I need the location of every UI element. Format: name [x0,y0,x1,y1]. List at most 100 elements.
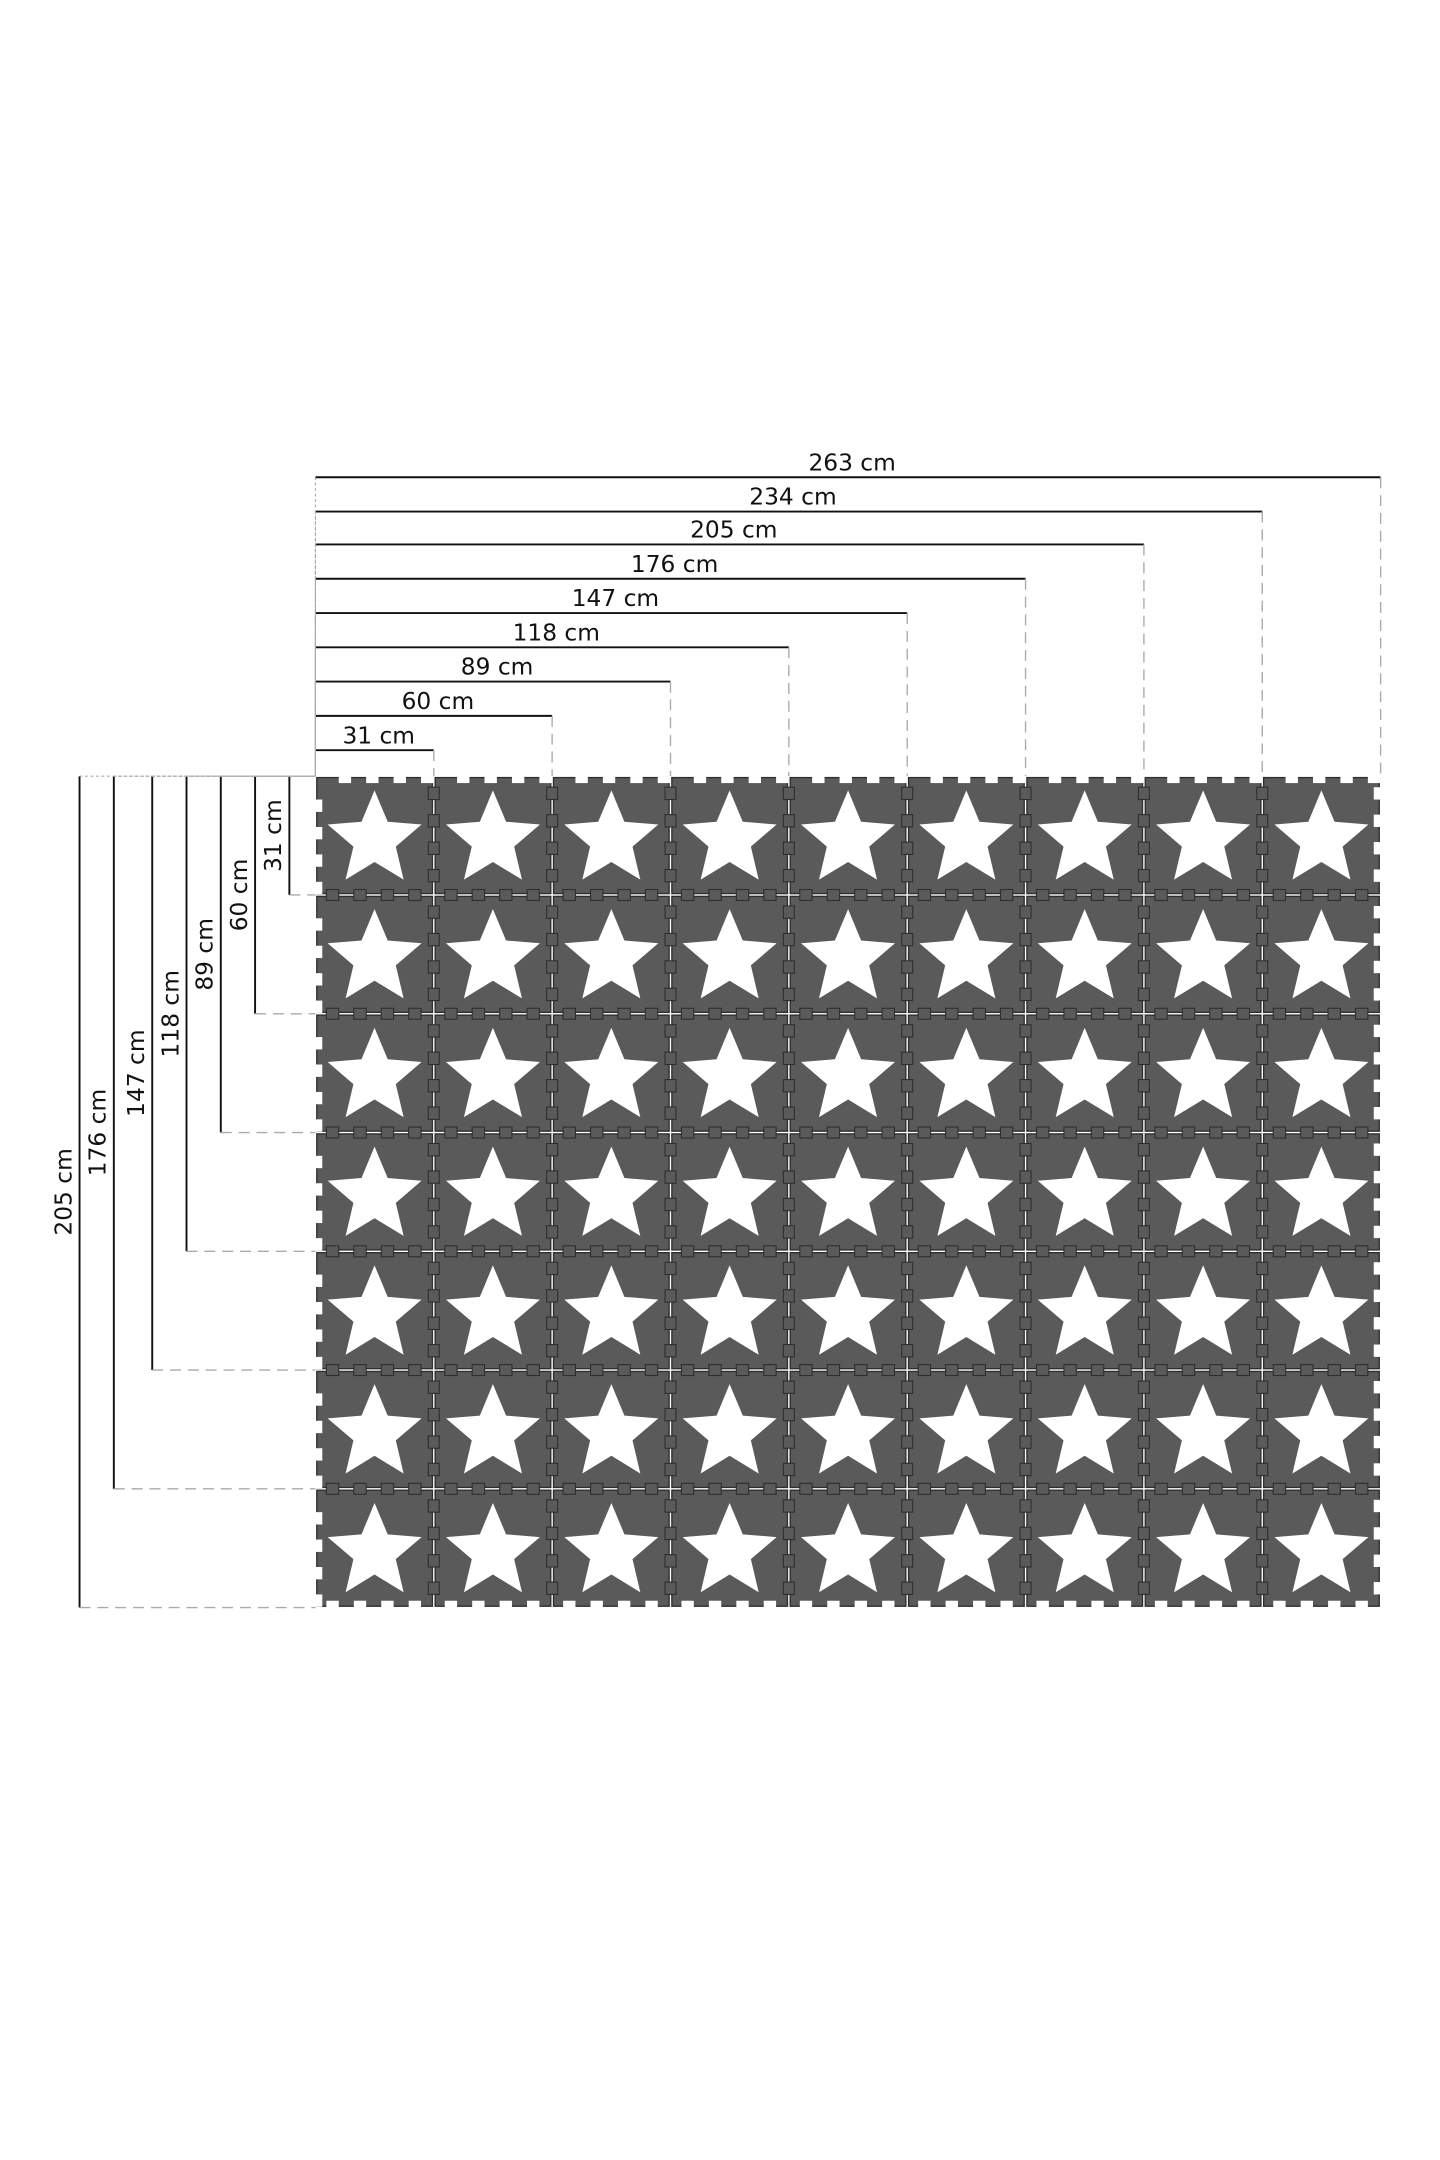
puzzle-tab [1300,1482,1314,1495]
puzzle-notch [1373,1317,1381,1330]
width-label: 89 cm [461,654,534,681]
puzzle-tile [1019,1482,1144,1608]
puzzle-tab [1181,1245,1196,1258]
puzzle-tab [644,1007,659,1020]
star-icon [1156,1265,1251,1355]
star-icon [445,1384,540,1474]
puzzle-tab [708,1007,722,1020]
puzzle-notch [736,1600,749,1608]
star-icon [682,1502,777,1593]
puzzle-tab [782,960,795,974]
puzzle-tab [664,987,677,1002]
puzzle-notch [563,1600,576,1608]
puzzle-tab [562,1364,577,1377]
puzzle-tab [901,932,914,947]
puzzle-tab [1137,960,1150,974]
puzzle-tab [763,1245,777,1258]
puzzle-tab [763,888,777,902]
puzzle-tab [782,1106,795,1120]
star-icon [1037,1027,1132,1118]
puzzle-tab [1256,1499,1269,1513]
puzzle-tab [546,1316,559,1331]
puzzle-tile [1256,1482,1381,1608]
puzzle-tab [945,1482,959,1495]
puzzle-notch [315,945,323,959]
puzzle-notch [945,1600,958,1608]
puzzle-tab [1137,1225,1150,1239]
star-icon [327,1502,422,1593]
puzzle-tab [1209,1007,1223,1020]
puzzle-tab [1300,888,1314,902]
puzzle-notch [315,1448,323,1461]
puzzle-tab [799,1245,813,1258]
puzzle-notch [1355,1600,1368,1608]
puzzle-notch [1373,1143,1381,1156]
puzzle-tab [1300,1007,1314,1020]
puzzle-tab [380,888,395,902]
puzzle-notch [457,776,470,784]
puzzle-tab [1272,1482,1287,1495]
puzzle-tab [546,1225,559,1239]
puzzle-tab [1256,1581,1269,1595]
puzzle-tab [427,841,440,855]
puzzle-notch [315,1274,323,1287]
puzzle-tab [617,1245,631,1258]
puzzle-tab [782,814,795,828]
puzzle-tile [664,1482,789,1608]
puzzle-notch [708,1600,722,1608]
height-dimensions: 31 cm 60 cm 89 cm 118 cm 147 cm 176 cm 205 cm [50,775,316,1609]
puzzle-tab [1137,1024,1150,1038]
height-label: 147 cm [123,1029,150,1116]
puzzle-tab [1137,932,1150,947]
puzzle-notch [681,1600,694,1608]
puzzle-tab [1209,1482,1223,1495]
puzzle-tab [735,1482,750,1495]
puzzle-tab [1256,1462,1269,1477]
puzzle-tab [1019,1261,1032,1276]
puzzle-tab [901,814,914,828]
puzzle-tab [1154,1482,1168,1495]
puzzle-tab [427,868,440,883]
puzzle-tab [1019,1197,1032,1212]
puzzle-tile [427,776,552,895]
puzzle-tile [427,1482,552,1608]
puzzle-tab [526,1245,540,1258]
puzzle-tab [1019,841,1032,855]
puzzle-tile [1137,888,1262,1014]
puzzle-tile [1256,1364,1381,1489]
puzzle-tab [444,1245,458,1258]
puzzle-tab [782,1316,795,1331]
puzzle-tab [1137,1106,1150,1120]
puzzle-tab [380,1245,395,1258]
puzzle-tab [826,1245,841,1258]
height-label: 31 cm [260,799,287,872]
star-icon [1037,1502,1132,1593]
puzzle-tab [444,1482,458,1495]
puzzle-notch [315,1000,323,1013]
puzzle-notch [1373,1527,1381,1540]
puzzle-notch [315,1512,323,1525]
puzzle-tab [408,1364,422,1377]
puzzle-tab [444,1007,458,1020]
puzzle-notch [315,1091,323,1105]
puzzle-tab [664,1261,677,1276]
puzzle-notch [1249,776,1262,784]
puzzle-tile [546,1482,670,1608]
star-icon [564,1265,659,1355]
puzzle-tab [901,841,914,855]
puzzle-tab [999,1364,1014,1377]
puzzle-notch [867,776,880,784]
puzzle-tab [1137,1435,1150,1449]
puzzle-notch [1373,1198,1381,1211]
puzzle-tab [1256,1407,1269,1422]
star-icon [564,790,659,880]
puzzle-tab [526,888,540,902]
puzzle-tab [1256,786,1269,801]
puzzle-notch [484,776,497,784]
puzzle-tab [881,1007,895,1020]
puzzle-tile [1137,1364,1262,1489]
puzzle-tab [917,1364,932,1377]
puzzle-tile [315,888,434,1014]
puzzle-tab [1236,1245,1251,1258]
